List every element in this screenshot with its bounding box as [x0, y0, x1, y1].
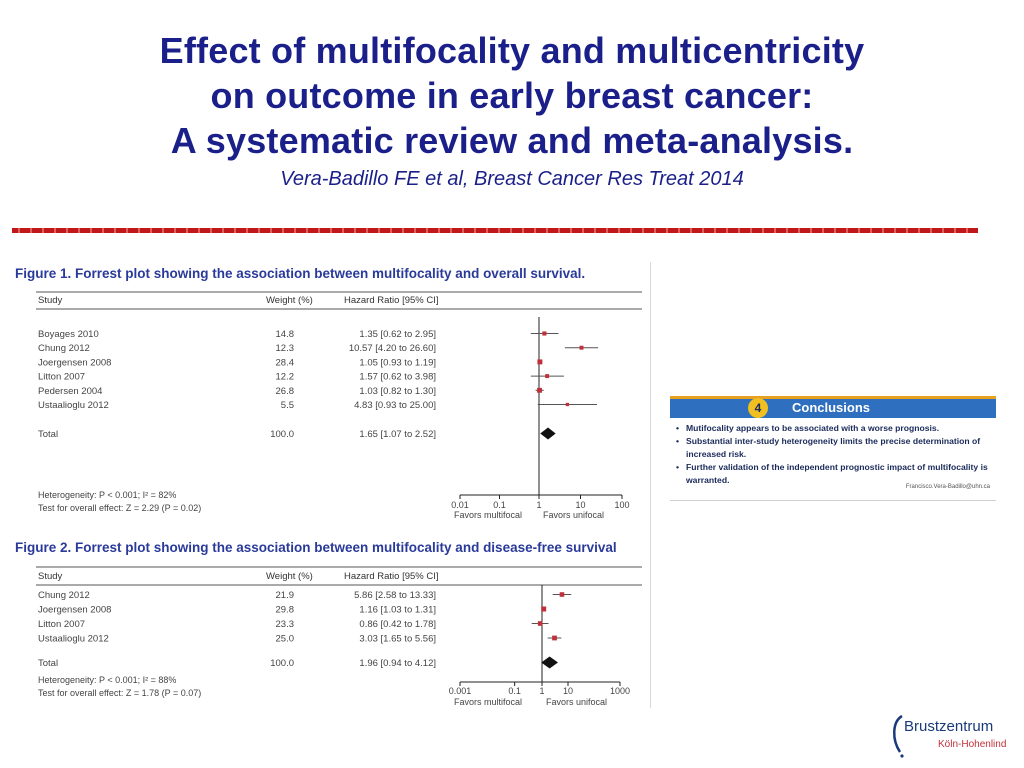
- slide-title-line-1: Effect of multifocality and multicentric…: [159, 30, 865, 71]
- slide-title-line-2: on outcome in early breast cancer:: [210, 75, 814, 116]
- brustzentrum-logo: Brustzentrum Köln-Hohenlind: [888, 712, 1018, 762]
- study-point-estimate: [537, 359, 543, 365]
- conclusions-title: Conclusions: [792, 400, 871, 415]
- divider-line: [12, 228, 978, 233]
- x-tick-label: 0.01: [451, 500, 469, 510]
- study-point-estimate: [542, 331, 547, 336]
- author-email: Francisco.Vera-Badillo@uhn.ca: [905, 484, 990, 490]
- conclusion-item: Mutifocality appears to be associated wi…: [676, 422, 992, 435]
- favors-left-label: Favors multifocal: [454, 510, 522, 520]
- study-weight: 5.5: [281, 400, 294, 411]
- study-weight: 23.3: [276, 619, 295, 630]
- study-point-estimate: [565, 402, 570, 407]
- total-weight: 100.0: [270, 429, 294, 440]
- logo-name: Brustzentrum: [904, 718, 994, 735]
- study-hazard-ratio: 1.03 [0.82 to 1.30]: [359, 386, 436, 397]
- study-name: Joergensen 2008: [38, 357, 111, 368]
- column-header-hazard-ratio: Hazard Ratio [95% CI]: [344, 571, 439, 582]
- total-label: Total: [38, 658, 58, 669]
- logo-ribbon-icon: [893, 714, 904, 758]
- study-hazard-ratio: 5.86 [2.58 to 13.33]: [354, 590, 436, 601]
- study-weight: 25.0: [276, 634, 295, 645]
- figure-title: Figure 1. Forrest plot showing the assoc…: [15, 266, 585, 281]
- slide-title-line-3: A systematic review and meta-analysis.: [170, 120, 854, 161]
- favors-right-label: Favors unifocal: [546, 697, 607, 707]
- citation: Vera-Badillo FE et al, Breast Cancer Res…: [280, 168, 744, 190]
- x-tick-label: 1000: [610, 686, 630, 696]
- study-name: Chung 2012: [38, 343, 90, 354]
- overall-effect-note: Test for overall effect: Z = 1.78 (P = 0…: [38, 688, 201, 698]
- study-hazard-ratio: 3.03 [1.65 to 5.56]: [359, 634, 436, 645]
- logo-location: Köln-Hohenlind: [938, 739, 1007, 750]
- conclusion-item: Substantial inter-study heterogeneity li…: [676, 435, 992, 461]
- x-tick-label: 100: [614, 500, 629, 510]
- x-tick-label: 0.001: [449, 686, 472, 696]
- study-weight: 14.8: [276, 329, 295, 340]
- slide-title-block: Effect of multifocality and multicentric…: [0, 28, 1024, 193]
- study-hazard-ratio: 1.16 [1.03 to 1.31]: [359, 605, 436, 616]
- study-hazard-ratio: 4.83 [0.93 to 25.00]: [354, 400, 436, 411]
- x-tick-label: 0.1: [508, 686, 521, 696]
- study-point-estimate: [579, 345, 584, 350]
- study-name: Pedersen 2004: [38, 386, 102, 397]
- study-weight: 28.4: [276, 357, 295, 368]
- study-weight: 29.8: [276, 605, 295, 616]
- study-weight: 21.9: [276, 590, 295, 601]
- column-header-weight: Weight (%): [266, 571, 313, 582]
- heterogeneity-note: Heterogeneity: P < 0.001; I² = 82%: [38, 490, 176, 500]
- study-hazard-ratio: 0.86 [0.42 to 1.78]: [359, 619, 436, 630]
- study-point-estimate: [537, 387, 542, 393]
- forest-plot-figure: Figure 1. Forrest plot showing the assoc…: [12, 262, 651, 708]
- study-name: Boyages 2010: [38, 329, 99, 340]
- conclusions-number-badge: 4: [748, 398, 768, 418]
- column-header-weight: Weight (%): [266, 295, 313, 306]
- conclusions-panel: 4 Conclusions Mutifocality appears to be…: [670, 394, 996, 501]
- conclusions-list: Mutifocality appears to be associated wi…: [676, 422, 992, 487]
- study-weight: 26.8: [276, 386, 295, 397]
- study-weight: 12.2: [276, 372, 295, 383]
- study-hazard-ratio: 1.05 [0.93 to 1.19]: [359, 357, 436, 368]
- study-name: Ustaalioglu 2012: [38, 634, 109, 645]
- study-point-estimate: [552, 635, 557, 641]
- total-weight: 100.0: [270, 658, 294, 669]
- study-name: Chung 2012: [38, 590, 90, 601]
- column-header-study: Study: [38, 571, 63, 582]
- x-tick-label: 10: [575, 500, 585, 510]
- study-point-estimate: [559, 592, 565, 597]
- heterogeneity-note: Heterogeneity: P < 0.001; I² = 88%: [38, 675, 176, 685]
- total-hazard-ratio: 1.65 [1.07 to 2.52]: [359, 429, 436, 440]
- study-point-estimate: [541, 606, 547, 612]
- x-tick-label: 10: [563, 686, 573, 696]
- study-hazard-ratio: 10.57 [4.20 to 26.60]: [349, 343, 436, 354]
- study-point-estimate: [545, 374, 550, 379]
- x-tick-label: 1: [539, 686, 544, 696]
- study-name: Litton 2007: [38, 372, 85, 383]
- column-header-hazard-ratio: Hazard Ratio [95% CI]: [344, 295, 439, 306]
- study-point-estimate: [537, 621, 543, 626]
- overall-effect-note: Test for overall effect: Z = 2.29 (P = 0…: [38, 503, 201, 513]
- forest-plots-svg: Figure 1. Forrest plot showing the assoc…: [15, 266, 642, 707]
- summary-diamond: [541, 656, 558, 669]
- study-name: Litton 2007: [38, 619, 85, 630]
- study-name: Joergensen 2008: [38, 605, 111, 616]
- study-hazard-ratio: 1.57 [0.62 to 3.98]: [359, 372, 436, 383]
- summary-diamond: [540, 427, 556, 440]
- conclusions-header: 4 Conclusions: [670, 396, 996, 418]
- column-header-study: Study: [38, 295, 63, 306]
- study-hazard-ratio: 1.35 [0.62 to 2.95]: [359, 329, 436, 340]
- study-weight: 12.3: [276, 343, 295, 354]
- favors-right-label: Favors unifocal: [543, 510, 604, 520]
- x-tick-label: 1: [536, 500, 541, 510]
- conclusion-item: Further validation of the independent pr…: [676, 461, 992, 487]
- study-name: Ustaalioglu 2012: [38, 400, 109, 411]
- total-hazard-ratio: 1.96 [0.94 to 4.12]: [359, 658, 436, 669]
- favors-left-label: Favors multifocal: [454, 697, 522, 707]
- figure-title: Figure 2. Forrest plot showing the assoc…: [15, 540, 617, 555]
- x-tick-label: 0.1: [493, 500, 506, 510]
- total-label: Total: [38, 429, 58, 440]
